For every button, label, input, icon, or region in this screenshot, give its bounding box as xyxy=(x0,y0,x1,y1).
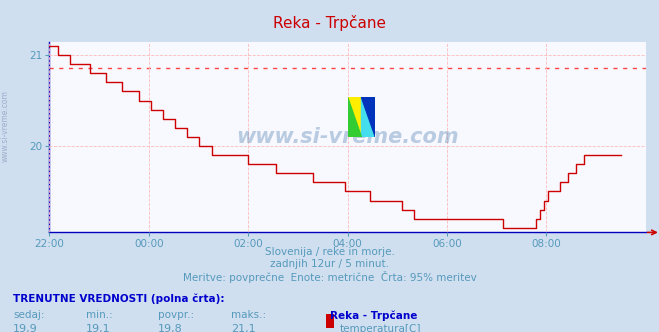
Text: Meritve: povprečne  Enote: metrične  Črta: 95% meritev: Meritve: povprečne Enote: metrične Črta:… xyxy=(183,271,476,283)
Text: maks.:: maks.: xyxy=(231,310,266,320)
Polygon shape xyxy=(361,97,376,137)
Text: 19,8: 19,8 xyxy=(158,324,183,332)
Text: temperatura[C]: temperatura[C] xyxy=(339,324,421,332)
Text: zadnjih 12ur / 5 minut.: zadnjih 12ur / 5 minut. xyxy=(270,259,389,269)
Text: 21,1: 21,1 xyxy=(231,324,255,332)
Text: www.si-vreme.com: www.si-vreme.com xyxy=(1,90,10,162)
Text: Reka - Trpčane: Reka - Trpčane xyxy=(273,15,386,31)
Text: 19,9: 19,9 xyxy=(13,324,38,332)
Bar xyxy=(361,97,376,137)
Polygon shape xyxy=(348,97,361,137)
Text: sedaj:: sedaj: xyxy=(13,310,45,320)
Text: Slovenija / reke in morje.: Slovenija / reke in morje. xyxy=(264,247,395,257)
Text: www.si-vreme.com: www.si-vreme.com xyxy=(237,127,459,147)
Text: Reka - Trpčane: Reka - Trpčane xyxy=(330,310,417,321)
Bar xyxy=(348,97,361,137)
Text: povpr.:: povpr.: xyxy=(158,310,194,320)
Text: 19,1: 19,1 xyxy=(86,324,110,332)
Text: TRENUTNE VREDNOSTI (polna črta):: TRENUTNE VREDNOSTI (polna črta): xyxy=(13,294,225,304)
Text: min.:: min.: xyxy=(86,310,113,320)
